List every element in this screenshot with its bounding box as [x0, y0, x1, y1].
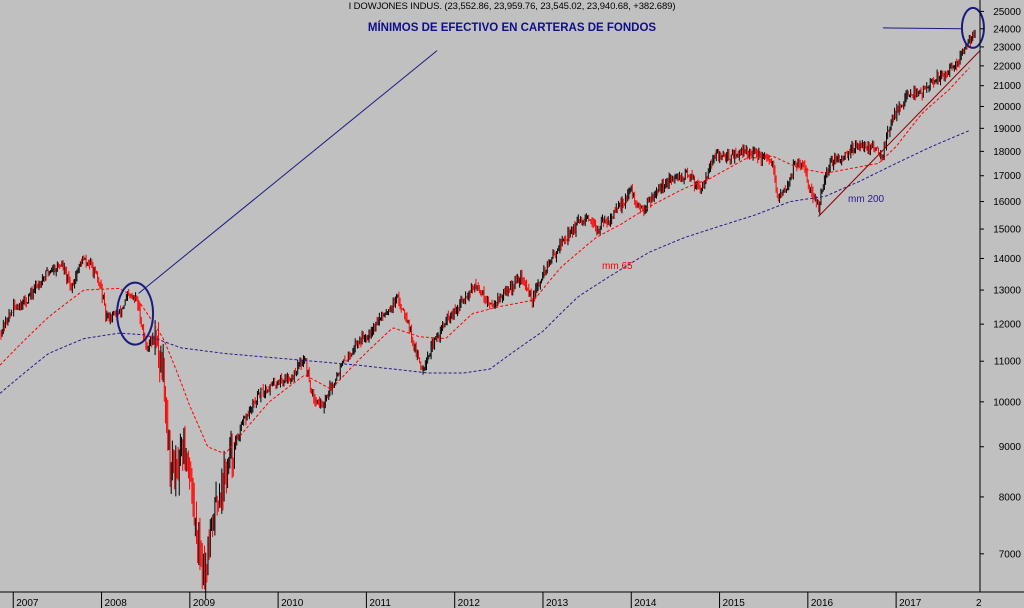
highlight-ellipse: [960, 6, 985, 49]
y-tick-label: 18000: [993, 147, 1021, 158]
y-tick-label: 17000: [993, 171, 1021, 182]
x-axis: 2007 2008 2009 2010 2011 2012 2013 2014 2015 2016…: [0, 591, 1024, 608]
price-bars: [0, 29, 976, 600]
y-tick-label: 19000: [993, 124, 1021, 135]
x-tick-label: 2008: [105, 598, 128, 608]
x-tick-label: 2011: [369, 598, 391, 608]
x-tick-label: 2: [976, 598, 982, 608]
y-tick-label: 8000: [999, 492, 1022, 503]
highlight-ellipse: [116, 281, 155, 346]
x-tick-label: 2017: [899, 598, 922, 608]
y-tick-label: 16000: [993, 197, 1021, 208]
ma200-line: [0, 130, 970, 394]
y-tick-label: 25000: [993, 7, 1021, 18]
annotation-line: [138, 50, 438, 294]
y-tick-label: 23000: [993, 42, 1021, 53]
y-tick-label: 11000: [994, 357, 1022, 368]
x-tick-label: 2007: [16, 598, 39, 608]
x-tick-label: 2015: [723, 598, 746, 608]
ma200-label: mm 200: [848, 194, 885, 205]
y-tick-label: 22000: [993, 61, 1021, 72]
x-tick-label: 2012: [458, 598, 481, 608]
annotations: [116, 6, 985, 346]
y-tick-label: 21000: [993, 81, 1021, 92]
x-tick-label: 2014: [634, 598, 657, 608]
y-tick-label: 20000: [993, 102, 1021, 113]
y-tick-label: 9000: [999, 442, 1022, 453]
y-tick-label: 13000: [993, 286, 1021, 297]
moving-averages: mm 65 mm 200: [0, 67, 970, 455]
y-tick-label: 14000: [993, 254, 1021, 265]
y-axis: 7000 8000 9000 10000 11000 12000 13000 14000 150…: [979, 0, 1022, 592]
ticker-info-line: I DOWJONES INDUS. (23,552.86, 23,959.76,…: [348, 1, 676, 12]
x-tick-label: 2009: [193, 598, 216, 608]
chart-title: MÍNIMOS DE EFECTIVO EN CARTERAS DE FONDO…: [367, 22, 657, 34]
x-tick-label: 2010: [281, 598, 304, 608]
annotation-line: [882, 27, 963, 30]
y-tick-label: 10000: [993, 397, 1021, 408]
y-tick-label: 24000: [993, 24, 1021, 35]
ma65-label: mm 65: [602, 261, 633, 272]
support-trendline: [818, 50, 981, 217]
y-tick-label: 12000: [993, 320, 1021, 331]
x-tick-label: 2016: [811, 598, 834, 608]
x-tick-label: 2013: [546, 598, 569, 608]
y-tick-label: 7000: [999, 549, 1022, 560]
ma65-line: [0, 67, 970, 455]
y-tick-label: 15000: [993, 225, 1021, 236]
